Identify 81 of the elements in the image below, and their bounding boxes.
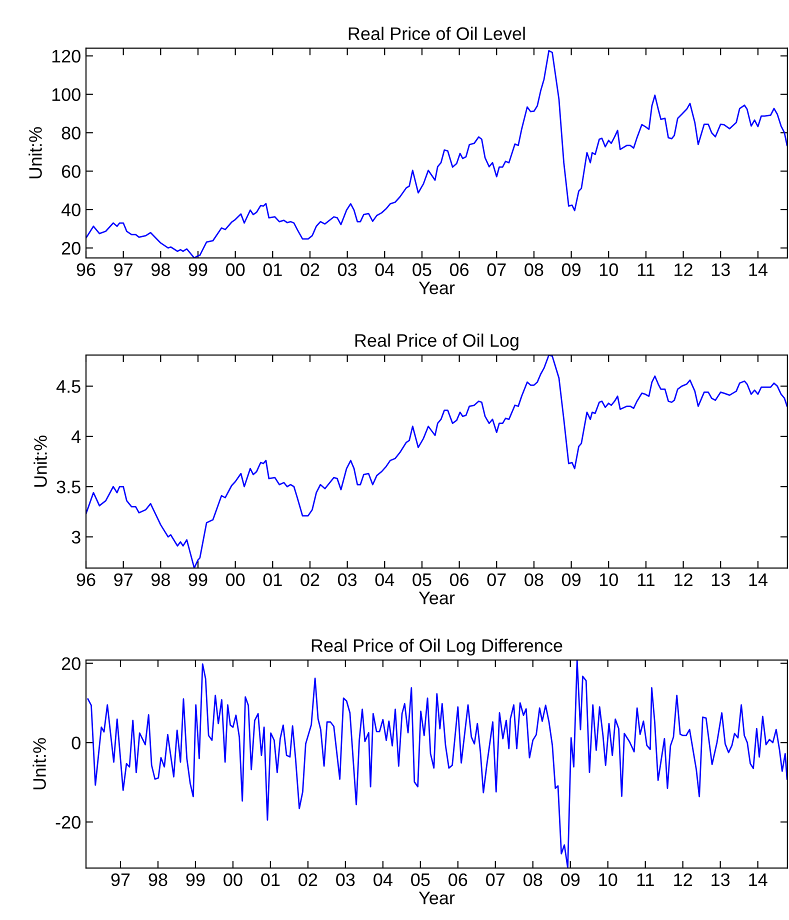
x-tick-label: 97 (111, 873, 130, 886)
x-tick-label: 99 (188, 573, 208, 586)
x-tick-label: 97 (114, 573, 132, 586)
x-tick-label: 09 (562, 263, 580, 276)
x-tick-label: 02 (298, 873, 318, 886)
x-tick-label: 07 (487, 573, 506, 586)
x-tick-label: 12 (674, 263, 692, 276)
x-tick-label: 12 (674, 573, 692, 586)
y-tick-label: 3 (72, 530, 80, 544)
x-tick-label: 14 (749, 263, 768, 276)
x-tick-label: 04 (375, 263, 394, 276)
x-tick-label: 09 (561, 873, 580, 886)
x-tick-label: 01 (263, 573, 282, 586)
x-tick-label: 08 (524, 573, 544, 586)
chart-title: Real Price of Oil Log Difference (312, 638, 562, 656)
y-tick-label: 120 (52, 50, 80, 63)
x-axis-title: Year (418, 282, 455, 294)
x-tick-label: 06 (450, 573, 469, 586)
line-series (86, 355, 788, 568)
x-tick-label: 10 (600, 573, 618, 586)
y-tick-label: 100 (52, 88, 80, 102)
x-tick-label: 07 (487, 263, 506, 276)
x-tick-label: 12 (674, 873, 692, 886)
x-tick-label: 97 (114, 263, 132, 276)
y-tick-label: 80 (62, 126, 80, 140)
line-series (87, 660, 788, 868)
x-tick-label: 14 (749, 574, 768, 586)
y-tick-label: 4.5 (56, 380, 80, 393)
x-tick-label: 03 (338, 263, 357, 276)
y-tick-label: 4 (72, 430, 81, 443)
y-tick-label: -20 (56, 816, 80, 829)
x-tick-label: 03 (338, 573, 357, 586)
y-axis-title: Unit:% (32, 738, 46, 790)
x-tick-label: 04 (374, 873, 392, 886)
x-tick-label: 13 (712, 873, 730, 886)
x-tick-label: 96 (76, 263, 96, 276)
x-tick-label: 05 (412, 573, 432, 586)
x-tick-label: 00 (226, 263, 245, 276)
x-tick-label: 07 (486, 873, 505, 886)
x-tick-label: 04 (375, 573, 394, 586)
x-tick-label: 05 (411, 873, 430, 886)
x-tick-label: 98 (151, 573, 170, 586)
y-tick-label: 20 (62, 242, 80, 255)
x-tick-label: 08 (524, 873, 542, 886)
chart-title: Real Price of Oil Log (355, 334, 518, 350)
x-tick-label: 13 (712, 263, 730, 276)
x-tick-label: 96 (76, 573, 96, 586)
x-tick-label: 14 (749, 874, 768, 886)
x-tick-label: 06 (448, 873, 468, 886)
y-tick-label: 40 (61, 203, 80, 216)
y-tick-label: 3.5 (56, 480, 80, 494)
x-tick-label: 10 (599, 873, 618, 886)
x-tick-label: 08 (524, 263, 544, 276)
x-tick-label: 03 (336, 873, 355, 886)
y-axis-title: Unit:% (34, 436, 47, 487)
x-tick-label: 98 (151, 263, 170, 276)
x-tick-label: 05 (412, 263, 432, 276)
chart-title: Real Price of Oil Level (348, 26, 525, 40)
y-tick-label: 0 (72, 736, 80, 750)
x-tick-label: 13 (712, 573, 730, 586)
line-series (86, 50, 788, 258)
x-tick-label: 09 (562, 573, 580, 586)
y-tick-label: 20 (62, 657, 80, 670)
x-tick-label: 02 (300, 263, 320, 276)
x-tick-label: 10 (600, 263, 618, 276)
x-tick-label: 06 (450, 263, 469, 276)
x-tick-label: 00 (226, 573, 245, 586)
x-tick-label: 01 (263, 263, 282, 276)
x-tick-label: 99 (186, 873, 205, 886)
x-axis-title: Year (418, 592, 455, 604)
y-tick-label: 60 (62, 165, 80, 178)
x-tick-label: 98 (148, 873, 168, 886)
x-tick-label: 11 (638, 574, 654, 586)
x-tick-label: 11 (637, 874, 654, 886)
x-tick-label: 00 (224, 873, 242, 886)
x-tick-label: 02 (300, 573, 320, 586)
x-tick-label: 99 (188, 263, 208, 276)
y-axis-title: Unit:% (28, 127, 42, 178)
x-axis-title: Year (418, 892, 455, 904)
x-tick-label: 11 (638, 263, 654, 276)
x-tick-label: 01 (261, 873, 280, 886)
